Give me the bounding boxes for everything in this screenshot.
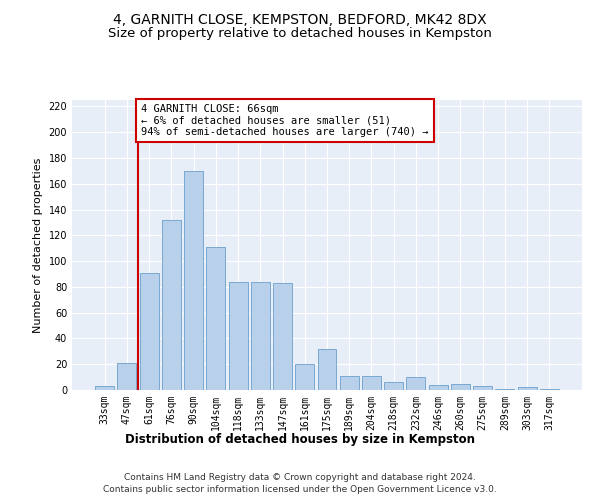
Bar — [95, 386, 114, 390]
Bar — [362, 376, 381, 390]
Bar — [184, 171, 203, 390]
Bar — [206, 247, 225, 390]
Y-axis label: Number of detached properties: Number of detached properties — [33, 158, 43, 332]
Bar — [273, 283, 292, 390]
Bar — [540, 388, 559, 390]
Bar — [162, 220, 181, 390]
Bar — [118, 363, 136, 390]
Bar — [317, 349, 337, 390]
Bar — [384, 382, 403, 390]
Text: Size of property relative to detached houses in Kempston: Size of property relative to detached ho… — [108, 28, 492, 40]
Bar — [406, 377, 425, 390]
Text: Contains public sector information licensed under the Open Government Licence v3: Contains public sector information licen… — [103, 485, 497, 494]
Text: Contains HM Land Registry data © Crown copyright and database right 2024.: Contains HM Land Registry data © Crown c… — [124, 472, 476, 482]
Bar — [451, 384, 470, 390]
Bar — [340, 376, 359, 390]
Bar — [518, 388, 536, 390]
Bar — [473, 386, 492, 390]
Bar — [251, 282, 270, 390]
Text: 4 GARNITH CLOSE: 66sqm
← 6% of detached houses are smaller (51)
94% of semi-deta: 4 GARNITH CLOSE: 66sqm ← 6% of detached … — [142, 104, 429, 137]
Bar — [429, 385, 448, 390]
Bar — [496, 388, 514, 390]
Bar — [229, 282, 248, 390]
Bar — [140, 272, 158, 390]
Text: 4, GARNITH CLOSE, KEMPSTON, BEDFORD, MK42 8DX: 4, GARNITH CLOSE, KEMPSTON, BEDFORD, MK4… — [113, 12, 487, 26]
Bar — [295, 364, 314, 390]
Text: Distribution of detached houses by size in Kempston: Distribution of detached houses by size … — [125, 432, 475, 446]
